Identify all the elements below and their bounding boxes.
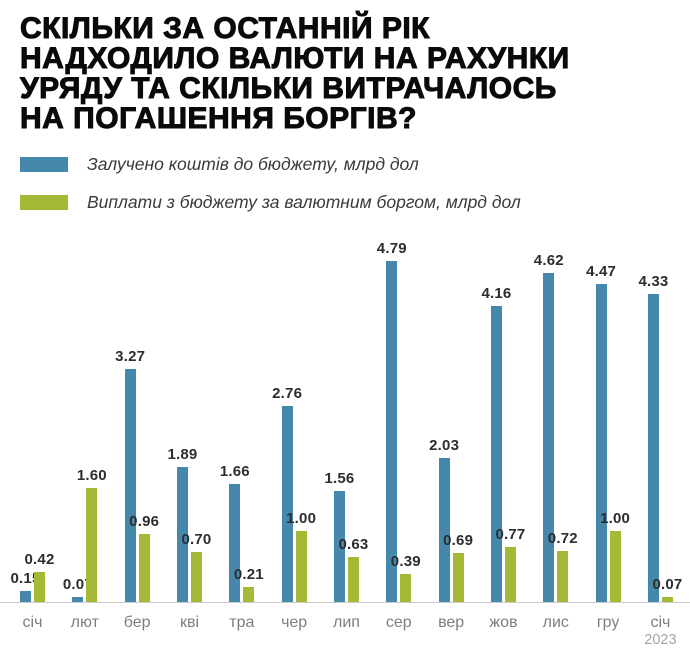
bar-value-label-inflows-12: 4.47 <box>586 262 617 280</box>
legend-label-inflows: Залучено коштів до бюджету, млрд дол <box>87 154 419 174</box>
bar-inflows-8: 4.79 <box>377 240 407 602</box>
x-axis-label-1: січ <box>22 614 43 631</box>
bar-group-10: 4.16 0.77 жов <box>481 250 525 631</box>
x-axis-label-13: січ 2023 <box>644 614 677 649</box>
bar-inflows-10: 4.16 <box>481 285 511 602</box>
title-line-4: НА ПОГАШЕННЯ БОРГІВ? <box>20 102 417 135</box>
page-title: СКІЛЬКИ ЗА ОСТАННІЙ РІК НАДХОДИЛО ВАЛЮТИ… <box>20 12 570 135</box>
title-line-3: УРЯДУ ТА СКІЛЬКИ ВИТРАЧАЛОСЬ <box>20 72 557 105</box>
bar-group-4: 1.89 0.70 кві <box>167 250 211 631</box>
bar-value-label-payments-12: 1.00 <box>600 509 631 527</box>
bar-inflows-3: 3.27 <box>115 348 145 602</box>
bar-group-8: 4.79 0.39 сер <box>377 240 421 631</box>
bar-value-label-inflows-11: 4.62 <box>533 252 564 270</box>
bar-group-2: 0.07 1.60 лют <box>63 250 107 631</box>
bar-payments-10: 0.77 <box>495 526 525 602</box>
bar-payments-5: 0.21 <box>234 566 264 602</box>
bar-value-label-payments-8: 0.39 <box>390 553 421 571</box>
bar-payments-2: 1.60 <box>77 467 107 602</box>
bar-payments-11: 0.72 <box>548 530 578 602</box>
bar-value-label-payments-2: 1.60 <box>76 467 107 485</box>
bar-payments-3: 0.96 <box>129 513 159 602</box>
bar-value-label-inflows-4: 1.89 <box>167 446 198 464</box>
x-axis-label-11: лис <box>542 614 569 631</box>
bar-payments-12: 1.00 <box>600 510 630 602</box>
title-line-2: НАДХОДИЛО ВАЛЮТИ НА РАХУНКИ <box>20 42 570 75</box>
x-axis-label-10: жов <box>489 614 518 631</box>
bar-value-label-inflows-1: 0.15 <box>10 570 41 588</box>
bar-value-label-payments-11: 0.72 <box>547 529 578 547</box>
bar-payments-13: 0.07 <box>652 576 682 602</box>
bar-value-label-inflows-9: 2.03 <box>429 436 460 454</box>
plot-area: 0.15 0.42 січ 0.07 1.60 лют 3.27 0.96 бер 1.89 0.7… <box>11 240 683 649</box>
bar-group-9: 2.03 0.69 вер <box>429 250 473 632</box>
x-axis-line <box>0 602 690 603</box>
bar-inflows-4: 1.89 <box>167 446 197 602</box>
x-axis-label-2: лют <box>70 614 99 631</box>
legend-label-payments: Виплати з бюджету за валютним боргом, мл… <box>87 192 521 212</box>
x-axis-label-7: лип <box>333 614 360 631</box>
legend-item-inflows: Залучено коштів до бюджету, млрд дол <box>20 154 521 175</box>
x-axis-label-3: бер <box>123 614 151 631</box>
bar-inflows-2: 0.07 <box>63 576 93 602</box>
bar-inflows-9: 2.03 <box>429 437 459 602</box>
bar-inflows-11: 4.62 <box>534 252 564 602</box>
bar-value-label-inflows-6: 2.76 <box>272 384 303 402</box>
bar-value-label-inflows-13: 4.33 <box>638 272 669 290</box>
bar-group-1: 0.15 0.42 січ <box>11 250 55 631</box>
bar-value-label-payments-4: 0.70 <box>181 531 212 549</box>
x-axis-label-4: кві <box>179 614 200 631</box>
bar-value-label-inflows-2: 0.07 <box>62 576 93 593</box>
bar-inflows-5: 1.66 <box>220 463 250 602</box>
bar-inflows-13: 4.33 <box>638 273 668 602</box>
bar-inflows-1: 0.15 <box>11 570 40 602</box>
bar-inflows-6: 2.76 <box>272 385 302 602</box>
bar-value-label-payments-1: 0.42 <box>24 551 55 569</box>
legend-swatch-inflows <box>20 157 68 172</box>
bar-group-7: 1.56 0.63 лип <box>324 250 368 631</box>
bar-group-5: 1.66 0.21 тра <box>220 250 264 631</box>
bar-payments-1: 0.42 <box>25 551 54 602</box>
bar-payments-8: 0.39 <box>391 553 421 602</box>
bar-payments-4: 0.70 <box>181 531 211 602</box>
bar-value-label-payments-7: 0.63 <box>338 536 369 554</box>
legend-item-payments: Виплати з бюджету за валютним боргом, мл… <box>20 192 521 213</box>
bar-group-12: 4.47 1.00 гру <box>586 250 630 631</box>
title-line-1: СКІЛЬКИ ЗА ОСТАННІЙ РІК <box>20 12 430 45</box>
bar-inflows-7: 1.56 <box>324 470 354 602</box>
x-axis-label-5: тра <box>229 614 255 631</box>
x-axis-label-9: вер <box>438 614 465 631</box>
bar-value-label-payments-3: 0.96 <box>129 512 160 530</box>
x-axis-label-6: чер <box>281 614 308 631</box>
bar-value-label-payments-6: 1.00 <box>286 509 317 527</box>
bar-group-13: 4.33 0.07 січ 2023 <box>638 250 682 649</box>
legend: Залучено коштів до бюджету, млрд дол Вип… <box>20 154 521 213</box>
bar-group-6: 2.76 1.00 чер <box>272 250 316 632</box>
bar-value-label-payments-10: 0.77 <box>495 526 526 544</box>
bar-group-11: 4.62 0.72 лис <box>534 250 578 631</box>
bar-payments-9: 0.69 <box>443 532 473 602</box>
bar-group-3: 3.27 0.96 бер <box>115 250 159 631</box>
legend-swatch-payments <box>20 195 68 210</box>
x-axis-label-12: гру <box>596 614 620 631</box>
bar-value-label-inflows-7: 1.56 <box>324 469 355 487</box>
bar-value-label-inflows-3: 3.27 <box>115 348 146 366</box>
bar-value-label-payments-5: 0.21 <box>233 566 264 583</box>
bar-value-label-inflows-10: 4.16 <box>481 284 512 302</box>
bar-payments-6: 1.00 <box>286 510 316 602</box>
bar-value-label-inflows-8: 4.79 <box>376 240 407 257</box>
bar-inflows-12: 4.47 <box>586 263 616 602</box>
bar-payments-7: 0.63 <box>338 536 368 602</box>
bar-value-label-payments-13: 0.07 <box>652 576 683 593</box>
x-axis-sublabel-13: 2023 <box>644 632 677 649</box>
bar-value-label-inflows-5: 1.66 <box>219 462 250 480</box>
x-axis-label-8: сер <box>385 614 412 631</box>
bar-value-label-payments-9: 0.69 <box>443 531 474 549</box>
